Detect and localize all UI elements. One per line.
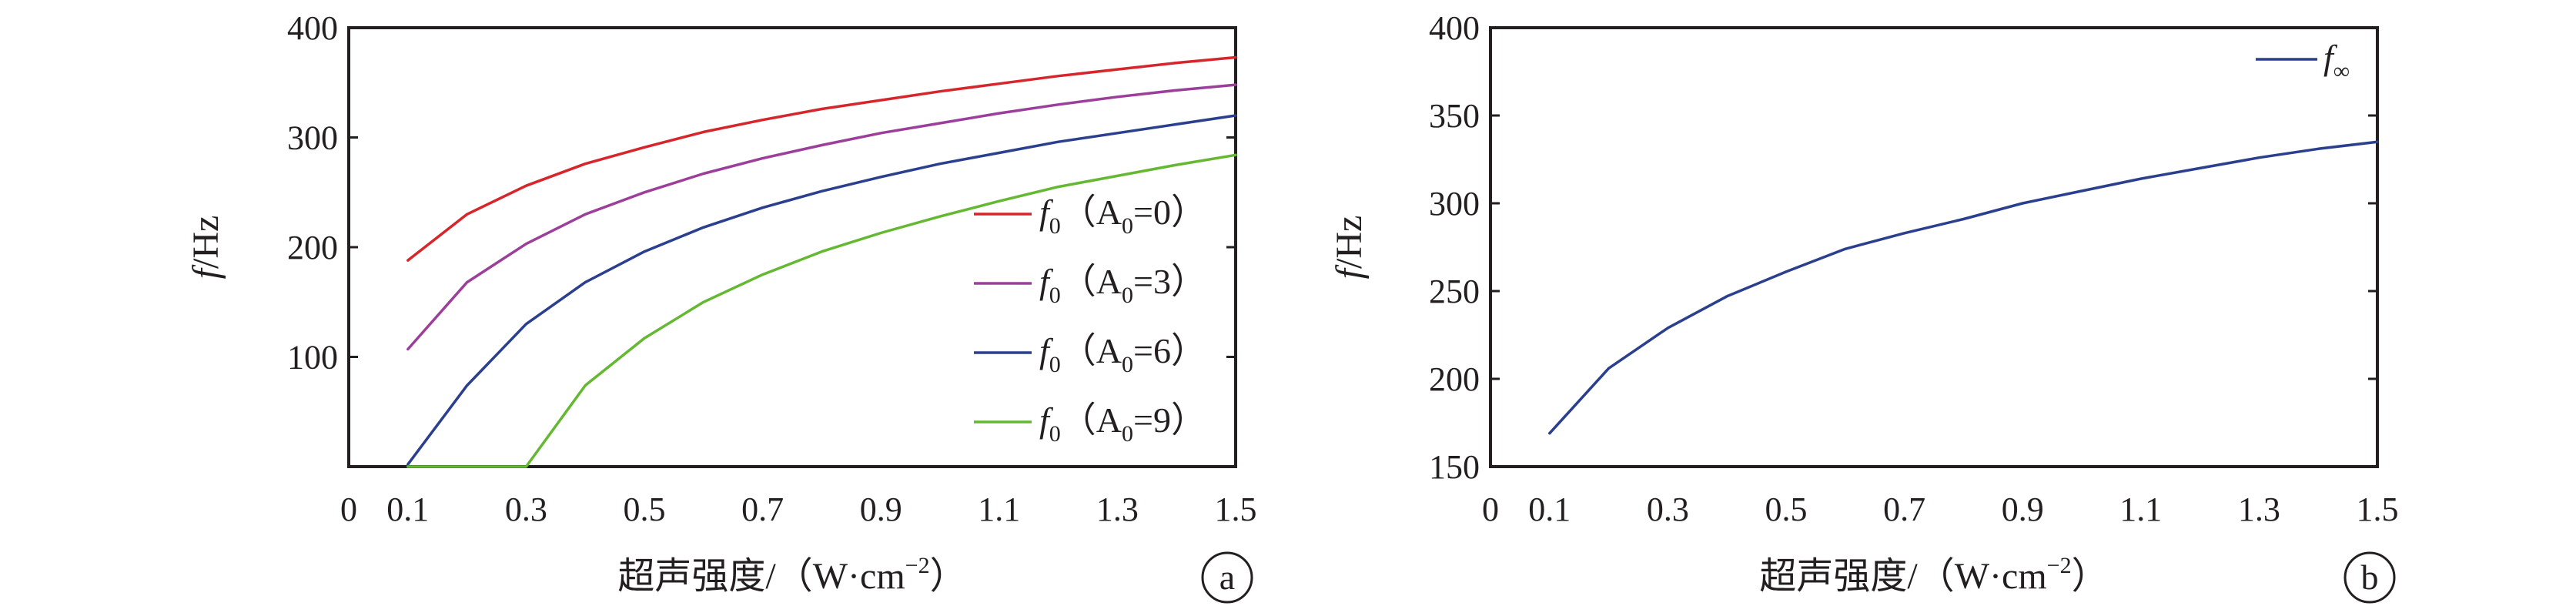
panel-b-frame [1489, 26, 2379, 468]
panel-a-x-tick-label: 0.7 [741, 490, 784, 528]
panel-a-series [406, 55, 1237, 468]
panel-b-x-axis-label: 超声强度/（W·cm [1759, 556, 2046, 597]
panel-a-x-tick-label: 0 [340, 490, 357, 528]
panel-b-x-tick-label: 0.7 [1883, 490, 1925, 528]
panel-b-y-tick-label: 150 [1429, 448, 1480, 486]
panel-b-y-axis-title: f/Hz [1329, 216, 1370, 280]
panel-b-x-tick-label: 0.9 [2002, 490, 2044, 528]
panel-a-series-line-2 [406, 83, 1237, 351]
panel-a-x-axis-label: 超声强度/（W·cm [617, 556, 905, 597]
panel-a-y-tick-label: 400 [287, 9, 338, 47]
panel-a-x-tick-label: 0.1 [386, 490, 429, 528]
panel-a-y-axis-title: f/Hz [186, 216, 226, 280]
panel-a-x-ticks: 0 0.1 0.3 0.5 0.7 0.9 1.1 1.3 1.5 [340, 490, 1257, 528]
panel-b-badge-label: b [2361, 557, 2379, 597]
panel-a-x-tick-label: 0.9 [860, 490, 902, 528]
panel-a-y-tick-label: 300 [287, 119, 338, 157]
panel-a-y-tick-label: 200 [287, 229, 338, 266]
panel-b-y-tick-label: 400 [1429, 9, 1480, 47]
panel-b-x-tick-label: 0.3 [1647, 490, 1689, 528]
panel-b-series-line-1 [1548, 140, 2379, 435]
panel-b-y-tick-label: 300 [1429, 185, 1480, 223]
legend-label-1: f0（A0=0） [1039, 193, 1206, 239]
panel-a-x-tick-label: 1.1 [978, 490, 1020, 528]
panel-b-x-tick-label: 1.3 [2238, 490, 2280, 528]
legend-label-4: f0（A0=9） [1039, 400, 1206, 447]
panel-b-x-tick-label: 1.5 [2357, 490, 2399, 528]
panel-a-series-line-4 [406, 153, 1237, 468]
panel-a: 0 0.1 0.3 0.5 0.7 0.9 1.1 1.3 1.5 100 200 300 400 f… [186, 9, 1257, 604]
panel-b-x-tick-label: 0.5 [1765, 490, 1808, 528]
panel-a-y-tick-label: 100 [287, 339, 338, 377]
panel-b-x-tick-label: 0.1 [1528, 490, 1571, 528]
panel-b-legend: f∞ [2256, 38, 2350, 84]
panel-b-series [1548, 140, 2379, 435]
panel-a-badge-circle [1201, 551, 1253, 604]
panel-b-y-tick-label: 350 [1429, 97, 1480, 135]
panel-b-badge-circle [2343, 551, 2396, 604]
panel-a-x-tick-label: 0.5 [624, 490, 666, 528]
legend-b-label: f∞ [2323, 38, 2350, 84]
panel-b-y-tick-label: 250 [1429, 273, 1480, 310]
legend-label-3: f0（A0=6） [1039, 331, 1206, 377]
panel-a-x-axis-close: ） [930, 556, 967, 597]
panel-a-y-ticks: 100 200 300 400 [287, 9, 1236, 377]
panel-a-badge-label: a [1219, 557, 1235, 597]
panel-a-y-axis-unit: /Hz [186, 216, 226, 269]
panel-b-x-tick-label: 0 [1482, 490, 1499, 528]
panel-a-x-tick-label: 0.3 [505, 490, 547, 528]
panel-b-x-tick-label: 1.1 [2119, 490, 2162, 528]
panel-a-legend: f0（A0=0） f0（A0=3） f0（A0=6） f0（A0=9） [974, 193, 1206, 447]
panel-b-y-ticks: 150 200 250 300 350 400 [1429, 9, 2377, 486]
panel-a-x-tick-label: 1.3 [1096, 490, 1139, 528]
panel-b-x-ticks: 0 0.1 0.3 0.5 0.7 0.9 1.1 1.3 1.5 [1482, 490, 2399, 528]
panel-b-y-axis-unit: /Hz [1329, 216, 1370, 269]
panel-b-x-axis-close: ） [2072, 556, 2109, 597]
panel-b-y-tick-label: 200 [1429, 360, 1480, 398]
panel-a-x-tick-label: 1.5 [1215, 490, 1257, 528]
legend-label-2: f0（A0=3） [1039, 262, 1206, 308]
panel-a-series-line-3 [406, 114, 1237, 466]
panel-a-x-axis-sup: −2 [905, 553, 930, 578]
panel-b-x-axis-sup: −2 [2047, 553, 2072, 578]
panel-b: 0 0.1 0.3 0.5 0.7 0.9 1.1 1.3 1.5 150 200 250 300 35… [1329, 9, 2399, 604]
panel-b-x-axis-title: 超声强度/（W·cm−2） [1759, 553, 2108, 597]
panel-a-series-line-1 [406, 55, 1237, 262]
panel-a-x-axis-title: 超声强度/（W·cm−2） [617, 553, 966, 597]
